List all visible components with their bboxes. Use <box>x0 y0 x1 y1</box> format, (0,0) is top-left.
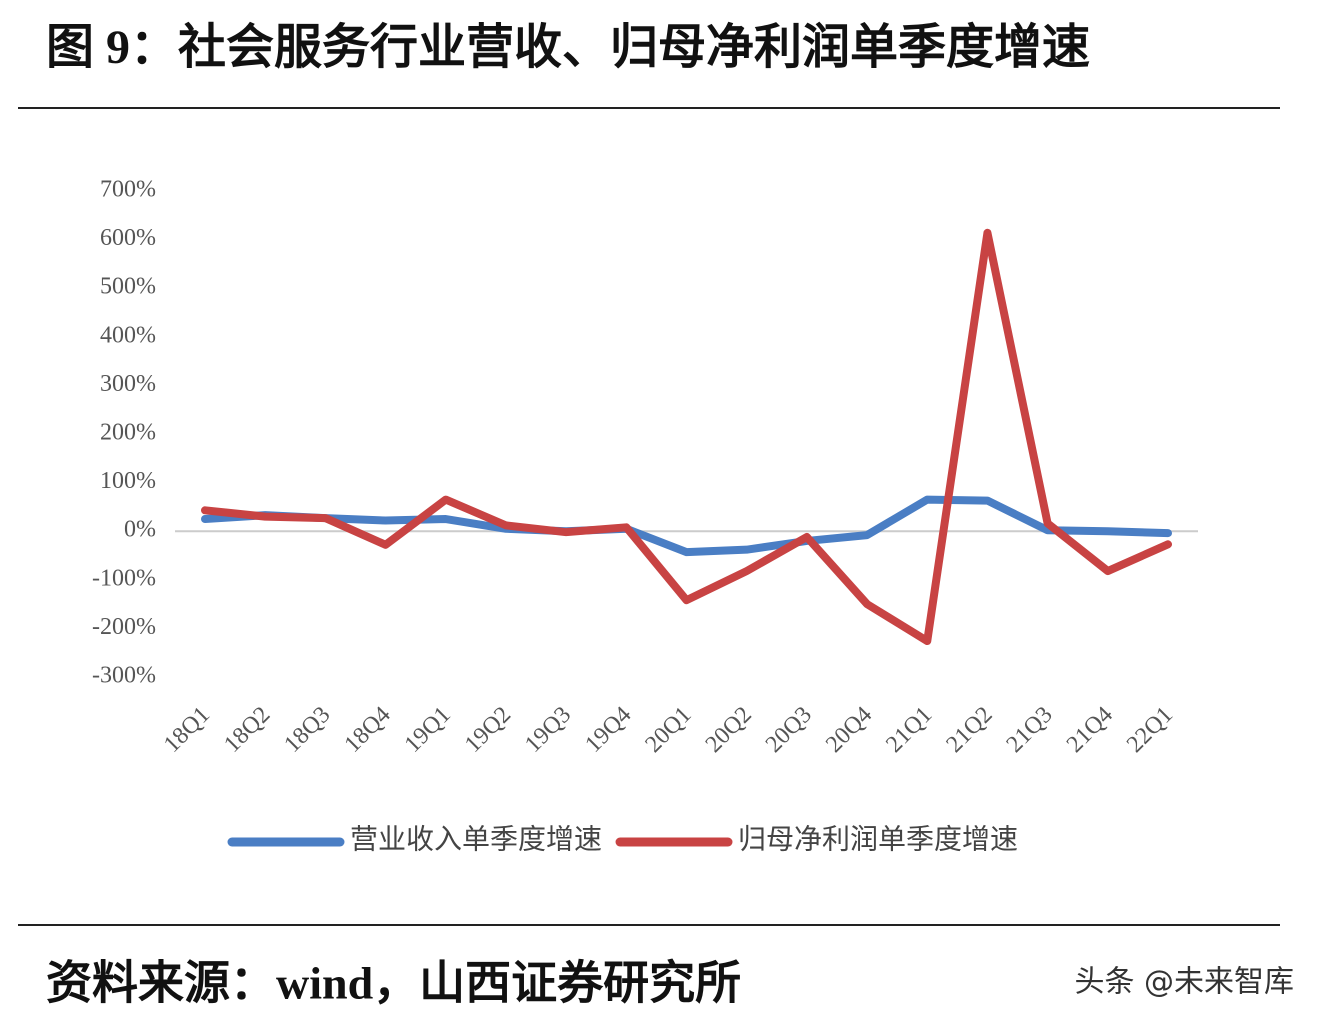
y-tick-label: 200% <box>100 420 156 446</box>
y-tick-label: 700% <box>100 177 156 203</box>
y-tick-label: 100% <box>100 468 156 494</box>
watermark: 头条 @未来智库 <box>1074 965 1294 1000</box>
source: 资料来源：wind，山西证券研究所 <box>46 958 741 1009</box>
y-tick-label: -100% <box>92 565 156 591</box>
y-tick-label: 0% <box>124 517 156 543</box>
y-tick-label: -200% <box>92 614 156 640</box>
y-tick-label: 300% <box>100 371 156 397</box>
y-tick-label: -300% <box>92 663 156 689</box>
legend-label: 营业收入单季度增速 <box>350 823 602 855</box>
line <box>201 495 1172 557</box>
legend-label: 归母净利润单季度增速 <box>738 823 1018 855</box>
chart-title: 图 9：社会服务行业营收、归母净利润单季度增速 <box>46 21 1090 74</box>
y-tick-label: 500% <box>100 274 156 300</box>
y-tick-label: 400% <box>100 322 156 348</box>
line <box>201 228 1172 646</box>
y-tick-label: 600% <box>100 225 156 251</box>
